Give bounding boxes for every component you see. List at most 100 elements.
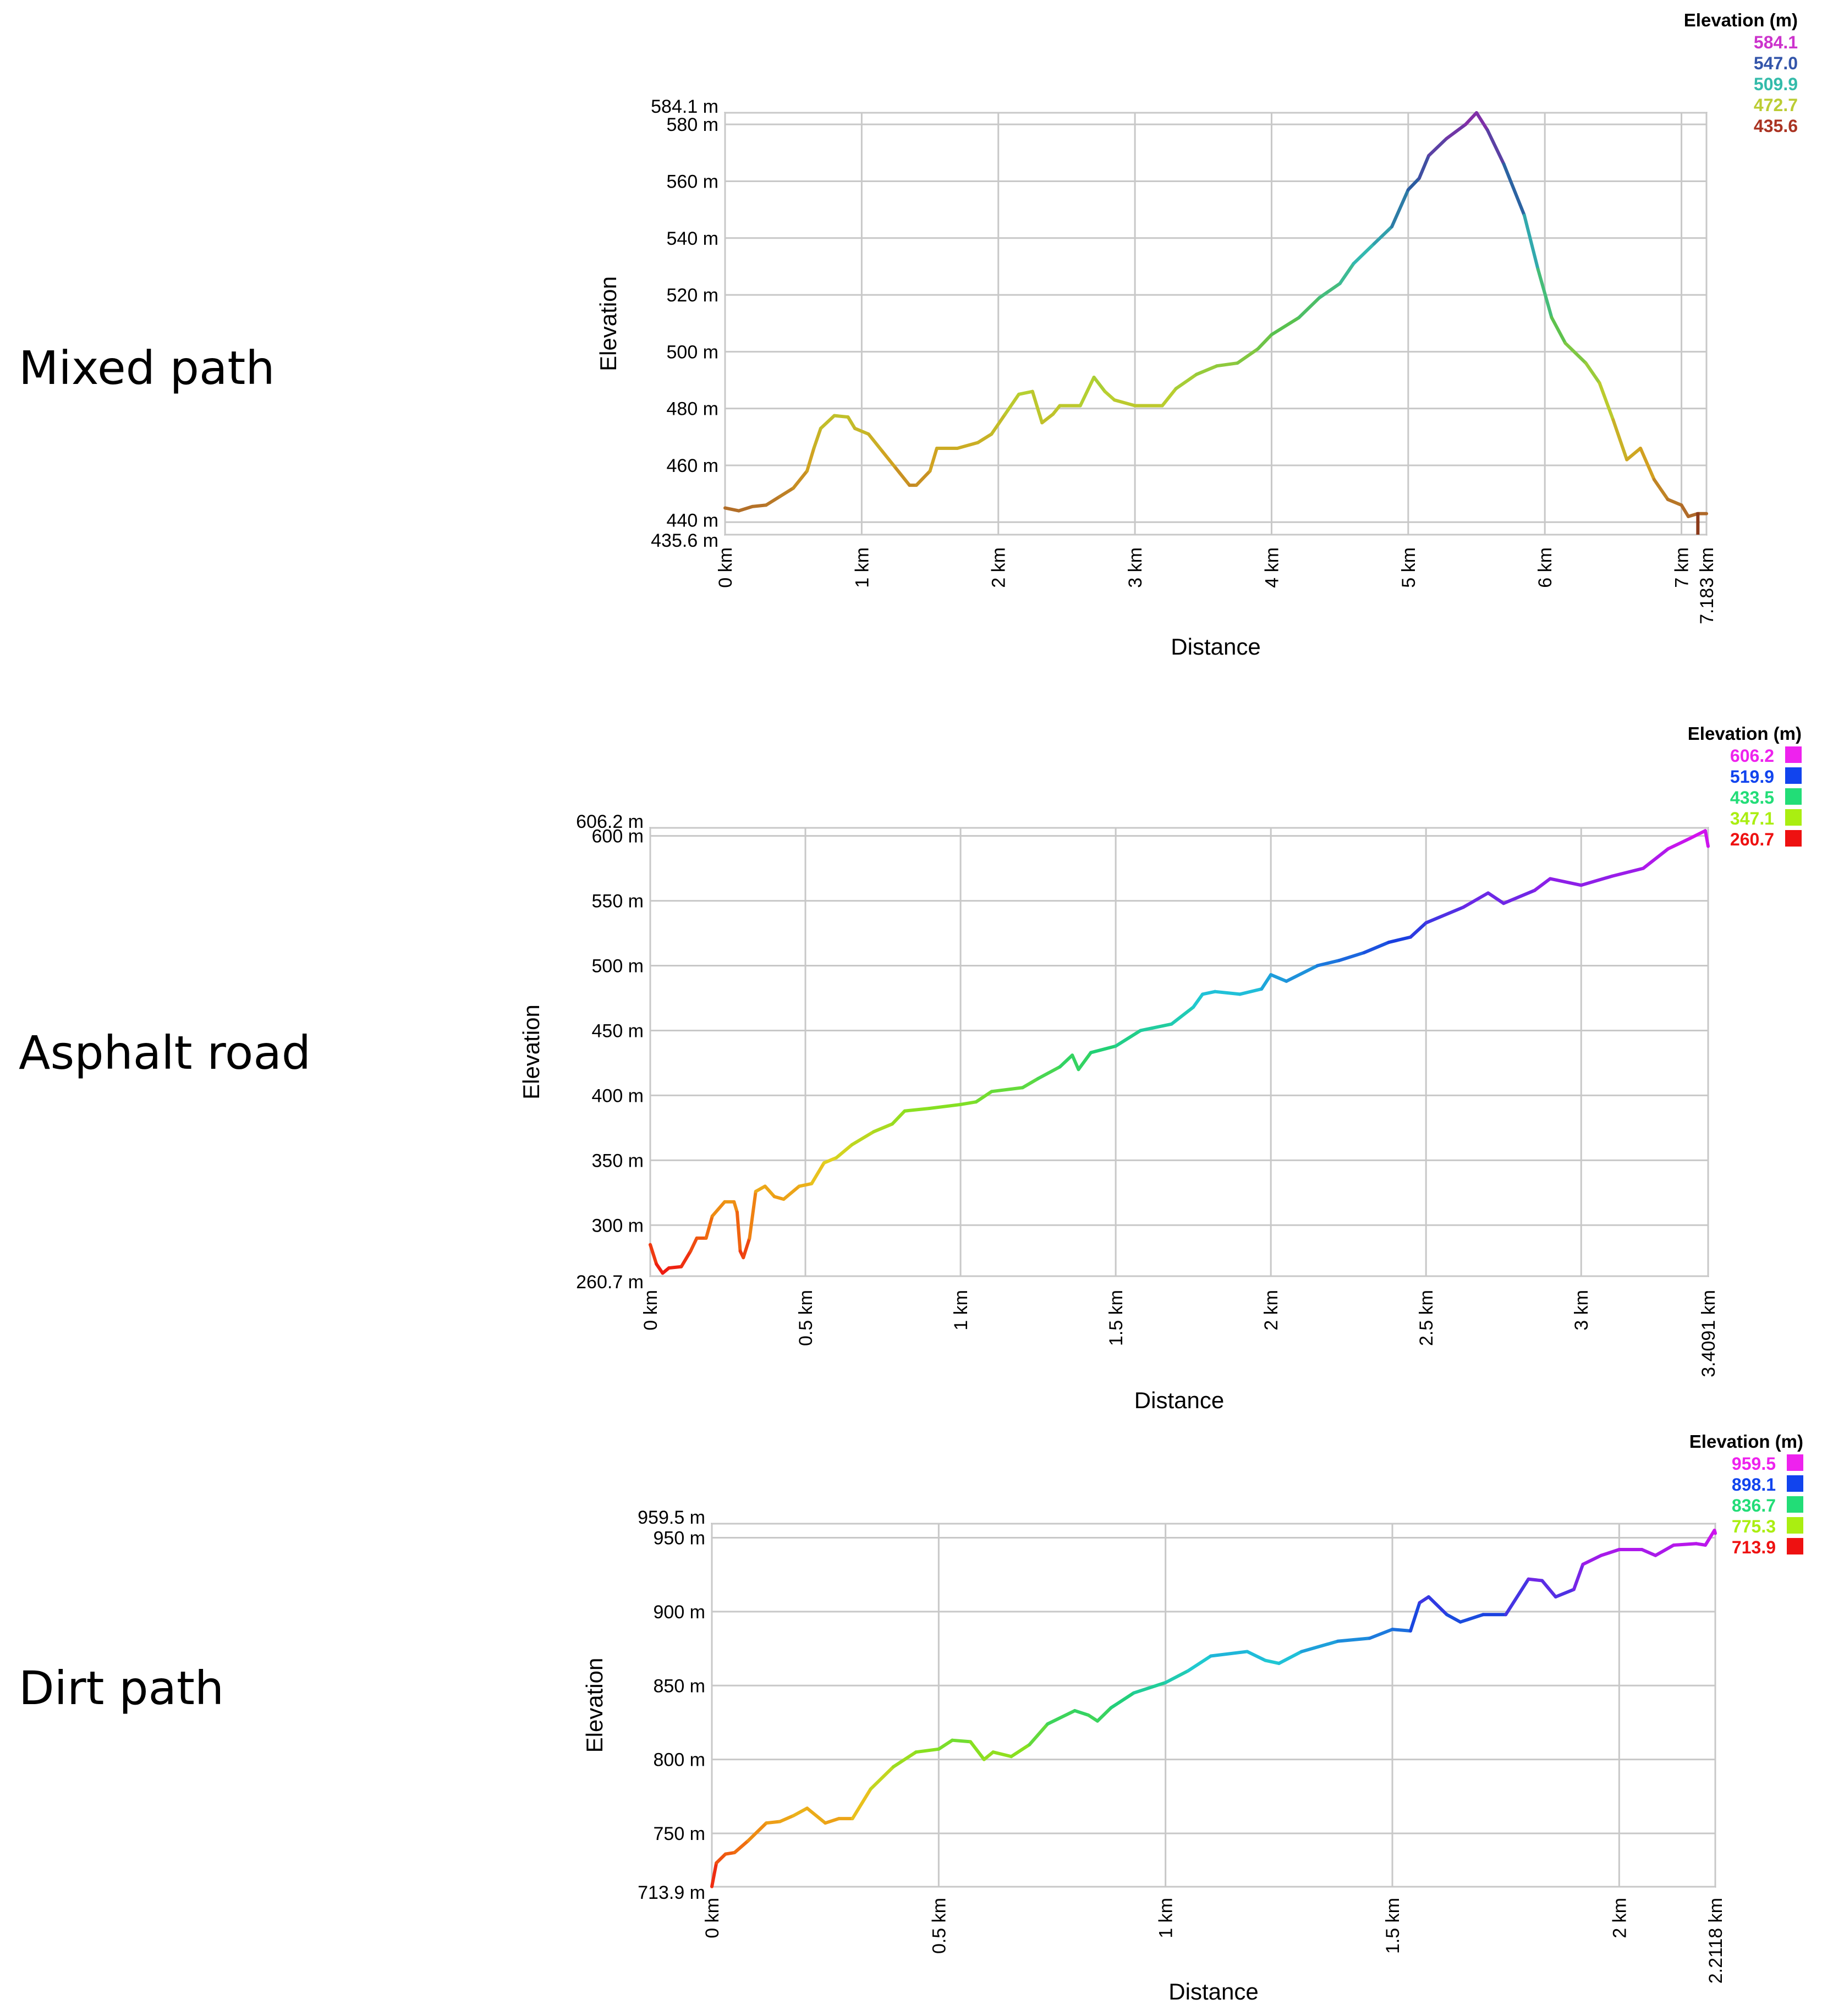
elevation-segment xyxy=(850,1130,876,1147)
elevation-segment xyxy=(1390,188,1410,229)
elevation-segment xyxy=(1236,347,1260,365)
elevation-segment xyxy=(990,1086,1024,1094)
elevation-segment xyxy=(1095,1706,1113,1723)
elevation-segment xyxy=(1245,1650,1267,1662)
elevation-segment xyxy=(1598,381,1615,422)
y-tick-label: 300 m xyxy=(592,1215,644,1236)
plot-area xyxy=(711,1523,1716,1888)
elevation-segment xyxy=(1009,1743,1031,1759)
elevation-segment xyxy=(1017,389,1034,396)
y-tick-label: 520 m xyxy=(667,285,719,306)
elevation-segment xyxy=(1458,1613,1485,1624)
elevation-segment xyxy=(1215,361,1239,368)
row-label: Asphalt road xyxy=(19,1026,311,1080)
x-tick-label-text: 6 km xyxy=(1535,547,1556,588)
elevation-segment xyxy=(1563,341,1588,365)
y-tick-label: 606.2 m xyxy=(576,811,644,832)
elevation-segment xyxy=(667,1265,683,1270)
elevation-segment xyxy=(649,1243,658,1266)
elevation-segment xyxy=(792,1806,809,1817)
legend-swatch xyxy=(1785,788,1802,805)
elevation-segment xyxy=(763,1184,776,1199)
elevation-segment xyxy=(1504,1577,1530,1617)
y-tick-label: 460 m xyxy=(667,455,719,476)
elevation-segment xyxy=(1132,1680,1167,1695)
elevation-segment xyxy=(710,1861,718,1888)
elevation-line xyxy=(649,829,1710,1275)
y-tick-label: 435.6 m xyxy=(651,530,718,551)
elevation-segment xyxy=(1300,1639,1340,1654)
x-tick-label-text: 7 km xyxy=(1672,547,1693,588)
legend-value: 260.7 xyxy=(1730,830,1774,849)
elevation-segment xyxy=(1030,389,1044,425)
elevation-chart-asphalt-road: 260.7 m 300 m 350 m 400 m 450 m 500 m 550 m 600… xyxy=(518,723,1802,1413)
elevation-segment xyxy=(1461,891,1490,909)
x-tick-label-text: 2 km xyxy=(1609,1898,1630,1938)
y-tick-label: 480 m xyxy=(667,399,719,420)
elevation-segment xyxy=(792,469,809,490)
elevation-segment xyxy=(1192,992,1205,1009)
elevation-segment xyxy=(1424,914,1444,925)
elevation-segment xyxy=(1408,921,1428,939)
x-tick-label-text: 0 km xyxy=(640,1290,661,1331)
elevation-segment xyxy=(850,1787,872,1821)
elevation-segment xyxy=(810,1161,826,1185)
elevation-segment xyxy=(890,1109,907,1126)
x-tick-label-text: 1.5 km xyxy=(1106,1290,1127,1346)
elevation-segment xyxy=(1666,837,1692,851)
x-tick-label-text: 1.5 km xyxy=(1382,1898,1403,1954)
elevation-segment xyxy=(1502,162,1526,217)
legend-value: 836.7 xyxy=(1732,1496,1776,1515)
elevation-segment xyxy=(1584,361,1601,385)
elevation-segment xyxy=(1391,1628,1412,1633)
elevation-segment xyxy=(1654,1543,1676,1557)
elevation-segment xyxy=(1256,333,1274,351)
elevation-segment xyxy=(1003,392,1020,416)
x-tick-label: 2.5 km xyxy=(1416,1290,1437,1346)
y-tick-label: 959.5 m xyxy=(638,1507,705,1528)
y-tick-label: 950 m xyxy=(654,1528,706,1549)
elevation-segment xyxy=(1020,1076,1040,1090)
x-axis-title: Distance xyxy=(1171,634,1260,660)
x-tick-label: 4 km xyxy=(1261,547,1282,588)
elevation-segment xyxy=(1186,1654,1213,1673)
chart-panel-dirt-path: Dirt path 713.9 m 750 m 800 m 850 m 900 m 950… xyxy=(0,1430,1822,2016)
y-tick-label: 900 m xyxy=(654,1602,706,1623)
x-tick-label-text: 3 km xyxy=(1571,1290,1592,1331)
legend-value: 713.9 xyxy=(1732,1537,1776,1557)
elevation-segment xyxy=(928,1102,963,1110)
legend-swatch xyxy=(1785,746,1802,763)
elevation-segment xyxy=(1071,1053,1080,1072)
elevation-segment xyxy=(710,1200,727,1218)
elevation-segment xyxy=(1089,1044,1118,1054)
x-tick-label-text: 2 km xyxy=(989,547,1009,588)
elevation-segment xyxy=(764,495,782,507)
elevation-segment xyxy=(846,415,857,430)
x-tick-label-text: 3 km xyxy=(1125,547,1146,588)
elevation-segment xyxy=(782,1184,801,1201)
x-tick-label-text: 0.5 km xyxy=(795,1290,816,1346)
chart-panel-mixed-path: Mixed path 435.6 m 440 m 460 m 480 m 500 m 52… xyxy=(0,0,1822,671)
x-tick-label-text: 4 km xyxy=(1261,547,1282,588)
elevation-segment xyxy=(764,1820,782,1825)
legend-value: 347.1 xyxy=(1730,809,1774,828)
legend-value: 435.6 xyxy=(1754,116,1798,136)
x-tick-label: 1 km xyxy=(951,1290,972,1331)
elevation-segment xyxy=(1672,1542,1698,1547)
elevation-segment xyxy=(1581,1553,1603,1566)
elevation-segment xyxy=(1270,316,1301,337)
legend-value: 584.1 xyxy=(1754,32,1798,52)
elevation-segment xyxy=(805,1806,827,1825)
elevation-segment xyxy=(951,1738,973,1744)
elevation-segment xyxy=(1522,213,1540,271)
elevation-segment xyxy=(1040,413,1055,425)
elevation-segment xyxy=(832,414,850,419)
x-tick-label: 2 km xyxy=(1261,1290,1282,1331)
x-tick-label-text: 0.5 km xyxy=(929,1898,950,1954)
elevation-segment xyxy=(937,1738,954,1751)
y-axis-title-text: Elevation xyxy=(518,1004,544,1100)
y-axis-title: Elevation xyxy=(581,1658,607,1753)
x-tick-label-text: 0 km xyxy=(702,1898,723,1938)
elevation-segment xyxy=(1527,1577,1544,1583)
elevation-segment xyxy=(976,432,994,444)
